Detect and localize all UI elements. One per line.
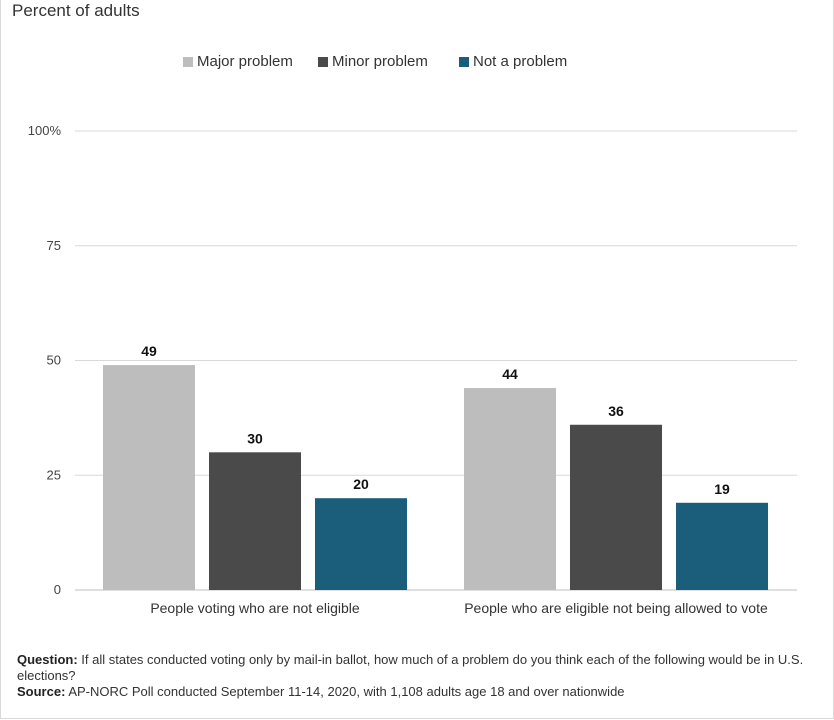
legend-item-not: Not a problem bbox=[459, 53, 567, 70]
bar-not-problem bbox=[676, 502, 768, 590]
y-tick-label: 75 bbox=[47, 238, 61, 253]
question-label: Question: bbox=[17, 652, 78, 667]
legend-label-not: Not a problem bbox=[473, 53, 568, 70]
legend-item-major: Major problem bbox=[183, 53, 293, 70]
data-label: 49 bbox=[141, 343, 157, 359]
source-label: Source: bbox=[17, 684, 66, 699]
y-tick-label: 25 bbox=[47, 467, 61, 482]
y-tick-label: 0 bbox=[54, 582, 61, 597]
legend-swatch-minor bbox=[318, 56, 328, 67]
legend-label-minor: Minor problem bbox=[332, 53, 428, 70]
data-label: 36 bbox=[608, 403, 624, 419]
y-tick-label: 100% bbox=[28, 123, 62, 138]
bar-minor-problem bbox=[209, 452, 301, 590]
x-category-label: People voting who are not eligible bbox=[150, 600, 360, 616]
chart-legend: Major problem Minor problem Not a proble… bbox=[0, 53, 834, 73]
bar-not-problem bbox=[315, 498, 407, 590]
bar-minor-problem bbox=[570, 424, 662, 590]
source-text: AP-NORC Poll conducted September 11-14, … bbox=[68, 684, 625, 699]
x-category-label: People who are eligible not being allowe… bbox=[464, 600, 768, 616]
data-label: 20 bbox=[353, 476, 369, 492]
data-label: 30 bbox=[247, 430, 263, 446]
chart-footer: Question: If all states conducted voting… bbox=[17, 652, 827, 700]
legend-label-major: Major problem bbox=[197, 53, 293, 70]
question-text: If all states conducted voting only by m… bbox=[17, 652, 804, 683]
source-note: Source: AP-NORC Poll conducted September… bbox=[17, 684, 827, 700]
bar-chart: 0 25 50 75 100% 49 30 20 People voting who are n… bbox=[28, 123, 797, 616]
y-tick-label: 50 bbox=[47, 353, 61, 368]
legend-swatch-major bbox=[183, 56, 193, 67]
bar-major-problem bbox=[103, 365, 195, 590]
data-label: 44 bbox=[502, 366, 518, 382]
data-label: 19 bbox=[714, 481, 730, 497]
legend-item-minor: Minor problem bbox=[318, 53, 428, 70]
bar-major-problem bbox=[464, 388, 556, 590]
question-note: Question: If all states conducted voting… bbox=[17, 652, 827, 684]
chart-subtitle: Percent of adults bbox=[12, 1, 140, 20]
legend-swatch-not bbox=[459, 56, 469, 67]
